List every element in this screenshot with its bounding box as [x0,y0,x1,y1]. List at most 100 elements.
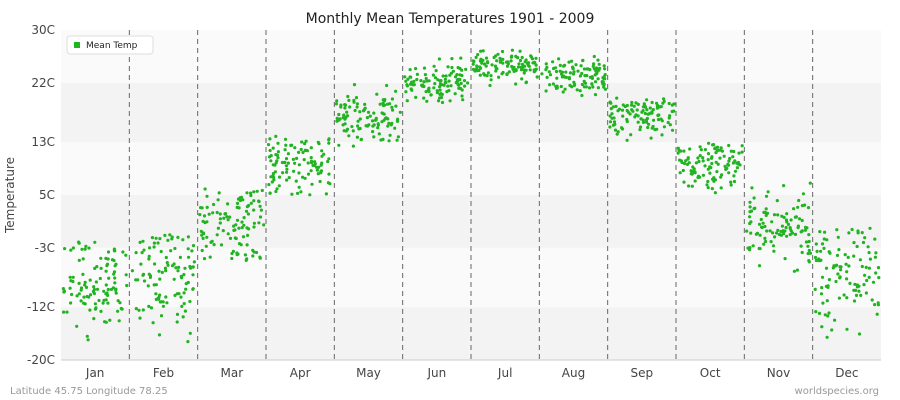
data-point [490,63,494,67]
data-point [385,83,389,88]
data-point [438,88,442,92]
data-point [453,92,457,96]
data-point [278,175,282,179]
data-point [175,320,179,324]
data-point [318,179,322,184]
data-point [473,69,477,73]
data-point [302,158,306,162]
data-point [281,171,285,175]
data-point [750,186,754,190]
data-point [182,302,186,306]
data-point [583,74,587,78]
data-point [424,76,428,81]
data-point [782,215,786,219]
data-point [621,114,625,118]
data-point [106,287,110,292]
data-point [337,143,341,147]
data-point [850,227,854,232]
data-point [444,74,448,78]
data-point [252,221,256,225]
data-point [106,250,111,254]
data-point [426,88,430,92]
data-point [836,235,840,239]
data-point [659,117,663,121]
data-point [69,301,73,305]
data-point [81,257,85,261]
data-point [267,155,272,159]
data-point [643,111,647,116]
data-point [647,122,651,126]
data-point [443,81,447,85]
data-point [800,218,804,223]
data-point [763,239,768,244]
data-point [106,257,110,261]
data-point [867,251,871,255]
data-point [636,102,640,106]
data-point [481,49,485,53]
data-point [785,212,789,216]
data-point [712,176,716,180]
data-point [706,167,710,171]
data-point [731,161,736,165]
data-point [142,279,147,283]
data-point [859,293,863,297]
data-point [104,283,108,287]
data-point [813,255,818,260]
data-point [218,217,222,221]
data-point [559,84,563,89]
data-point [814,242,818,246]
data-point [121,250,125,254]
x-tick-label: Sep [631,366,654,380]
data-point [625,108,629,113]
data-point [713,147,717,151]
data-point [830,328,834,332]
data-point [592,54,596,59]
data-point [820,275,825,279]
data-point [732,179,737,184]
data-point [106,301,110,305]
data-point [431,73,435,77]
data-point [857,332,862,336]
data-point [422,96,426,100]
data-point [729,149,733,153]
data-point [79,286,84,290]
data-point [763,224,767,229]
data-point [737,151,741,155]
data-point [274,134,278,138]
data-point [763,210,768,215]
data-point [240,226,244,230]
data-point [390,121,394,125]
data-point [522,68,526,72]
data-point [448,73,452,77]
data-point [873,303,877,307]
data-point [616,130,620,134]
data-point [519,68,524,72]
data-point [758,233,762,237]
data-point [772,213,777,217]
data-point [172,277,176,281]
data-point [228,215,232,219]
data-point [212,202,216,207]
data-point [154,292,158,296]
data-point [603,73,607,77]
data-point [374,118,378,122]
data-point [819,249,823,253]
data-point [793,232,798,236]
data-point [235,201,240,205]
data-point [636,114,640,118]
data-point [496,52,500,56]
data-point [104,269,108,273]
data-point [873,237,877,241]
data-point [706,179,710,184]
data-point [205,235,209,239]
data-point [339,105,343,109]
data-point [447,79,451,83]
data-point [225,215,229,219]
data-point [478,65,482,69]
data-point [719,175,723,179]
data-point [93,302,97,306]
data-point [103,320,107,324]
data-point [99,256,103,260]
data-point [252,225,256,229]
data-point [489,74,493,78]
